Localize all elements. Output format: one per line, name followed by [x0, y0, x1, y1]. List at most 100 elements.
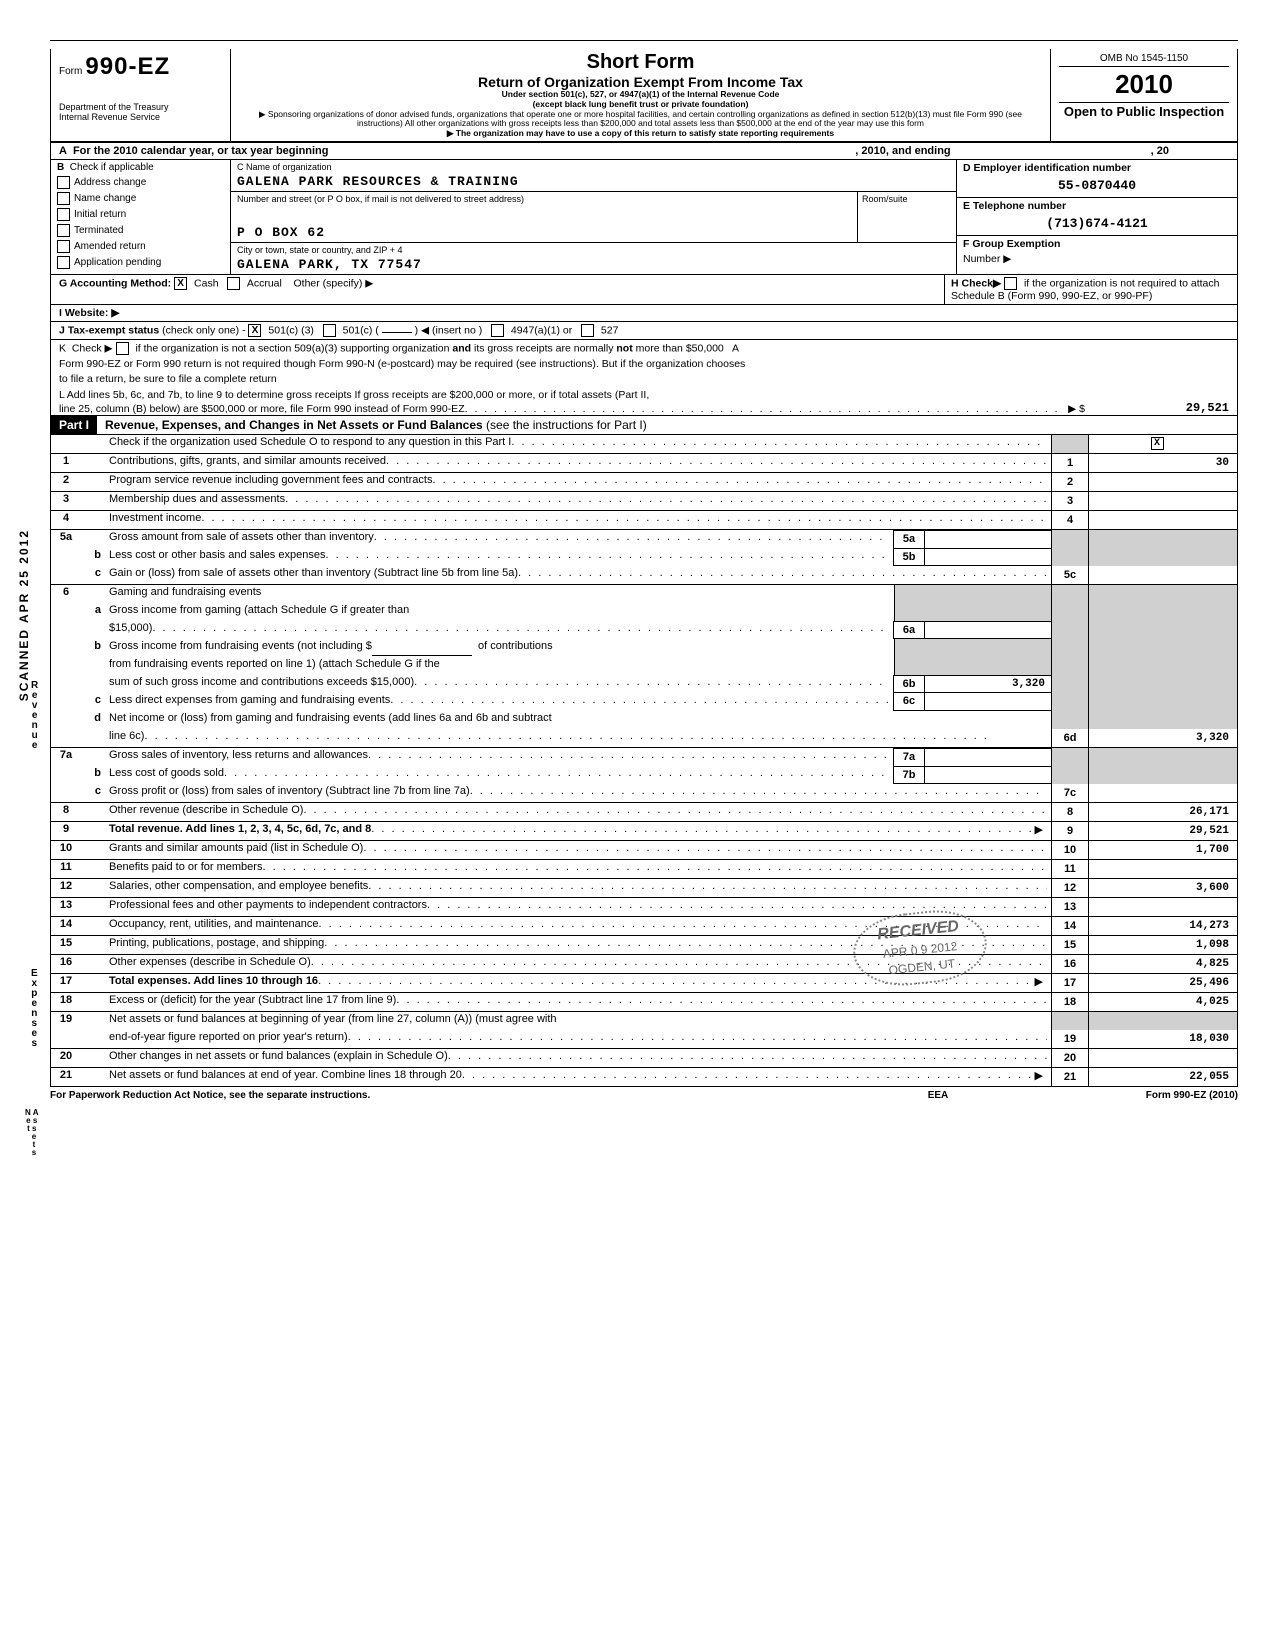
j-501c3: 501(c) (3): [268, 324, 314, 336]
k-l1a: K Check ▶: [59, 342, 116, 354]
k-l3: to file a return, be sure to file a comp…: [59, 373, 1229, 385]
j-4947: 4947(a)(1) or: [511, 324, 572, 336]
line-14: 14 Occupancy, rent, utilities, and maint…: [51, 917, 1237, 936]
k-l1b: if the organization is not a section 509…: [135, 342, 739, 354]
footer-mid: EEA: [838, 1090, 1038, 1101]
chk-accrual[interactable]: [227, 277, 240, 290]
part1-title: Revenue, Expenses, and Changes in Net As…: [105, 418, 483, 432]
line-19-2: end-of-year figure reported on prior yea…: [51, 1030, 1237, 1049]
line-6c: c Less direct expenses from gaming and f…: [51, 693, 1237, 711]
part1-header: Part I Revenue, Expenses, and Changes in…: [51, 415, 1237, 435]
j-501c: 501(c) (: [343, 324, 379, 336]
f-label: F Group Exemption: [963, 238, 1231, 250]
line-2: 2 Program service revenue including gove…: [51, 473, 1237, 492]
b-letter: B: [57, 162, 64, 173]
part1-label: Part I: [51, 416, 97, 434]
line-5b: b Less cost or other basis and sales exp…: [51, 548, 1237, 566]
chk-501c3[interactable]: [248, 324, 261, 337]
chk-part1[interactable]: [1151, 437, 1164, 450]
chk-terminated[interactable]: Terminated: [57, 224, 224, 237]
ein: 55-0870440: [963, 178, 1231, 193]
header-left: Form 990-EZ Department of the Treasury I…: [51, 49, 231, 141]
line-6a-1: a Gross income from gaming (attach Sched…: [51, 603, 1237, 621]
g-accrual: Accrual: [247, 277, 282, 289]
chk-527[interactable]: [581, 324, 594, 337]
col-b: B Check if applicable Address change Nam…: [51, 160, 231, 274]
line-20: 20 Other changes in net assets or fund b…: [51, 1049, 1237, 1068]
c-street-label: Number and street (or P O box, if mail i…: [237, 194, 851, 204]
f-label2: Number ▶: [963, 253, 1231, 265]
chk-application-pending[interactable]: Application pending: [57, 256, 224, 269]
chk-address-change[interactable]: Address change: [57, 176, 224, 189]
chk-name-change[interactable]: Name change: [57, 192, 224, 205]
g-other: Other (specify) ▶: [294, 277, 374, 289]
chk-cash[interactable]: [174, 277, 187, 290]
j-527: 527: [601, 324, 619, 336]
form-number: 990-EZ: [85, 53, 170, 80]
row-l: L Add lines 5b, 6c, and 7b, to line 9 to…: [51, 387, 1237, 415]
a-text1: For the 2010 calendar year, or tax year …: [73, 145, 329, 157]
line-19-1: 19 Net assets or fund balances at beginn…: [51, 1012, 1237, 1030]
side-netassets: N Ae st s e t s: [25, 1109, 38, 1157]
chk-501c[interactable]: [323, 324, 336, 337]
j-insert: ) ◀ (insert no ): [415, 324, 483, 336]
line-1: 1 Contributions, gifts, grants, and simi…: [51, 454, 1237, 473]
header-right: OMB No 1545-1150 2010 Open to Public Ins…: [1051, 49, 1237, 141]
i-label: I Website: ▶: [59, 307, 119, 319]
line-3: 3 Membership dues and assessments 3: [51, 492, 1237, 511]
chk-4947[interactable]: [491, 324, 504, 337]
line-6a-2: $15,000) 6a: [51, 621, 1237, 639]
row-g-h: G Accounting Method: Cash Accrual Other …: [51, 275, 1237, 305]
chk-label: Initial return: [74, 209, 126, 220]
chk-label: Terminated: [74, 225, 123, 236]
line-12: 12 Salaries, other compensation, and emp…: [51, 879, 1237, 898]
chk-label: Application pending: [74, 257, 161, 268]
line-6d-1: d Net income or (loss) from gaming and f…: [51, 711, 1237, 729]
part1-check-text: Check if the organization used Schedule …: [109, 436, 511, 452]
line-11: 11 Benefits paid to or for members 11: [51, 860, 1237, 879]
line-15: 15 Printing, publications, postage, and …: [51, 936, 1237, 955]
form-word: Form: [59, 66, 82, 77]
part1-paren: (see the instructions for Part I): [486, 418, 647, 432]
line-8: 8 Other revenue (describe in Schedule O)…: [51, 803, 1237, 822]
line-9: 9 Total revenue. Add lines 1, 2, 3, 4, 5…: [51, 822, 1237, 841]
title-shortform: Short Form: [241, 51, 1040, 74]
room-label: Room/suite: [857, 192, 956, 242]
l-l2: line 25, column (B) below) are $500,000 …: [59, 403, 465, 415]
chk-initial-return[interactable]: Initial return: [57, 208, 224, 221]
line-16: 16 Other expenses (describe in Schedule …: [51, 955, 1237, 974]
line-7a: 7a Gross sales of inventory, less return…: [51, 748, 1237, 766]
j-label: J Tax-exempt status: [59, 324, 159, 336]
line-6d-2: line 6c) 6d3,320: [51, 729, 1237, 748]
line-7c: c Gross profit or (loss) from sales of i…: [51, 784, 1237, 803]
form-990ez: SCANNED APR 25 2012 Revenue Expenses N A…: [50, 49, 1238, 1087]
chk-k[interactable]: [116, 342, 129, 355]
footer: For Paperwork Reduction Act Notice, see …: [50, 1087, 1238, 1104]
footer-left: For Paperwork Reduction Act Notice, see …: [50, 1090, 838, 1101]
line-6b-3: sum of such gross income and contributio…: [51, 675, 1237, 693]
chk-h[interactable]: [1004, 277, 1017, 290]
line-13: 13 Professional fees and other payments …: [51, 898, 1237, 917]
a-text2: , 2010, and ending: [855, 145, 950, 157]
col-c: C Name of organization GALENA PARK RESOU…: [231, 160, 956, 274]
part1-check-row: Check if the organization used Schedule …: [51, 435, 1237, 454]
j-checkonly: (check only one) -: [162, 324, 245, 336]
c-city-label: City or town, state or country, and ZIP …: [237, 245, 950, 255]
title-return: Return of Organization Exempt From Incom…: [241, 74, 1040, 90]
chk-amended-return[interactable]: Amended return: [57, 240, 224, 253]
line-5c: c Gain or (loss) from sale of assets oth…: [51, 566, 1237, 585]
line-7b: b Less cost of goods sold 7b: [51, 766, 1237, 784]
chk-label: Address change: [74, 177, 146, 188]
l-amount: 29,521: [1089, 401, 1229, 415]
h-label: H Check▶: [951, 277, 1001, 289]
g-label: G Accounting Method:: [59, 277, 171, 289]
telephone: (713)674-4121: [963, 216, 1231, 231]
chk-label: Amended return: [74, 241, 146, 252]
chk-label: Name change: [74, 193, 136, 204]
irs: Internal Revenue Service: [59, 113, 222, 123]
l-l1: L Add lines 5b, 6c, and 7b, to line 9 to…: [59, 389, 1229, 401]
header: Form 990-EZ Department of the Treasury I…: [51, 49, 1237, 143]
side-revenue: Revenue: [31, 681, 38, 751]
open-inspection: Open to Public Inspection: [1059, 105, 1229, 119]
b-label: Check if applicable: [70, 162, 154, 173]
